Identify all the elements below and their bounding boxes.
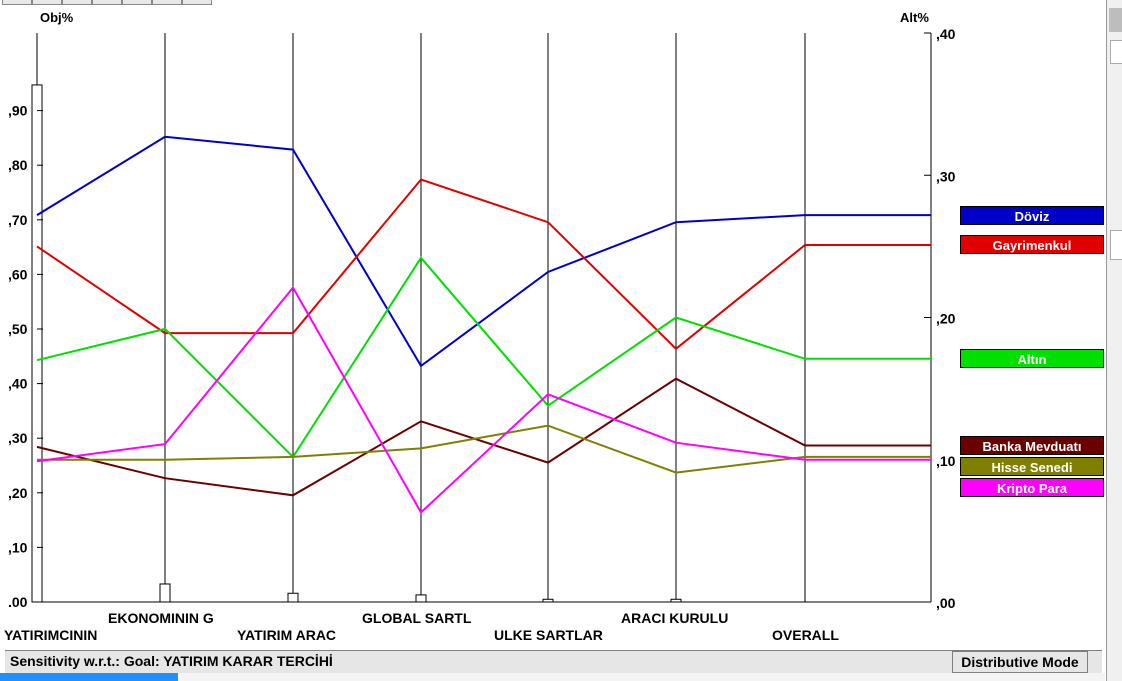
series-line (37, 424, 931, 474)
status-bar: Sensitivity w.r.t.: Goal: YATIRIM KARAR … (5, 650, 1102, 673)
bottom-strip (0, 673, 1105, 681)
left-tick-label: ,20 (8, 485, 28, 501)
legend-item[interactable]: Hisse Senedi (960, 457, 1104, 476)
category-label: YATIRIM ARAC (237, 627, 336, 643)
panel-field[interactable] (1110, 230, 1122, 260)
objective-weight-bar (670, 598, 682, 603)
toolbar-button[interactable] (182, 0, 212, 5)
series-line (36, 178, 931, 351)
category-label: YATIRIMCININ (4, 627, 97, 643)
left-tick-label: ,60 (8, 266, 28, 282)
objective-weight-bar (542, 598, 554, 603)
toolbar-strip (0, 0, 215, 5)
legend-item[interactable]: Döviz (960, 206, 1104, 225)
left-tick-label: ,30 (8, 430, 28, 446)
right-axis-label: Alt% (900, 10, 929, 25)
sensitivity-label: Sensitivity w.r.t.: Goal: YATIRIM KARAR … (10, 653, 333, 669)
legend-item[interactable]: Altın (960, 349, 1104, 368)
category-label: EKONOMININ G (108, 610, 214, 626)
category-label: ARACI KURULU (621, 610, 728, 626)
panel-header (1109, 8, 1122, 32)
right-tick-label: ,10 (936, 453, 956, 469)
left-tick-label: ,10 (8, 539, 28, 555)
toolbar-button[interactable] (62, 0, 92, 5)
toolbar-button[interactable] (122, 0, 152, 5)
panel-field[interactable] (1110, 40, 1122, 64)
left-tick-label: ,80 (8, 157, 28, 173)
legend-item[interactable]: Banka Mevduatı (960, 436, 1104, 455)
left-tick-label: ,50 (8, 321, 28, 337)
right-tick-label: ,40 (936, 26, 956, 42)
left-tick-label: ,90 (8, 103, 28, 119)
toolbar-button[interactable] (92, 0, 122, 5)
series-line (36, 135, 931, 368)
legend-item[interactable]: Kripto Para (960, 478, 1104, 497)
left-axis-label: Obj% (40, 10, 74, 25)
right-tick-label: ,00 (936, 595, 956, 611)
toolbar-button[interactable] (32, 0, 62, 5)
left-tick-label: ,70 (8, 212, 28, 228)
objective-weight-bar (159, 583, 171, 603)
objective-weight-bar (287, 592, 299, 603)
objective-weight-bar (415, 594, 427, 603)
category-label: ULKE SARTLAR (494, 627, 603, 643)
series-line (36, 377, 931, 497)
left-tick-label: ,40 (8, 376, 28, 392)
toolbar-button[interactable] (2, 0, 32, 5)
legend-item[interactable]: Gayrimenkul (960, 235, 1104, 254)
right-tick-label: ,20 (936, 311, 956, 327)
objective-weight-bar (31, 84, 43, 603)
taskbar-highlight (0, 673, 178, 681)
series-line (36, 285, 931, 514)
distributive-mode-button[interactable]: Distributive Mode (952, 651, 1088, 673)
series-line (36, 256, 931, 459)
category-label: OVERALL (772, 627, 839, 643)
toolbar-button[interactable] (152, 0, 182, 5)
left-tick-label: .00 (8, 594, 28, 610)
right-side-panel (1106, 0, 1122, 681)
right-tick-label: ,30 (936, 168, 956, 184)
category-label: GLOBAL SARTL (362, 610, 472, 626)
sensitivity-chart: .00 ,10 ,20 ,30 ,40 ,50 ,60 ,70 ,80 ,90 ,00 ,10 ,20,… (4, 10, 956, 643)
